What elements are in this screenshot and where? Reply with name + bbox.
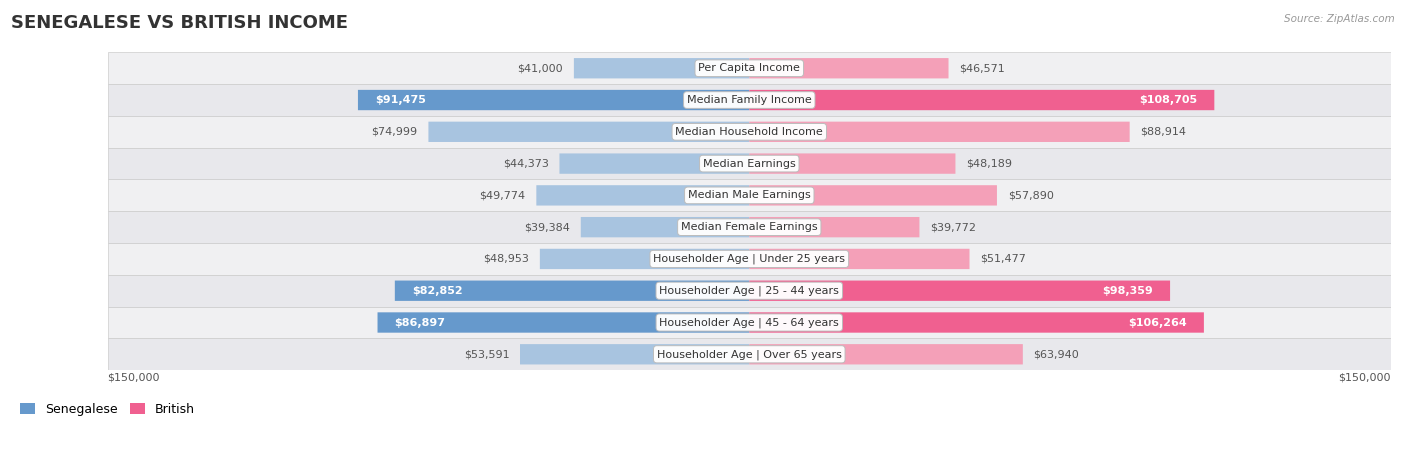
- FancyBboxPatch shape: [749, 312, 1204, 333]
- Bar: [108, 211, 1391, 243]
- Bar: [108, 52, 1391, 84]
- FancyBboxPatch shape: [749, 121, 1129, 142]
- Text: $49,774: $49,774: [479, 191, 526, 200]
- Text: Householder Age | Over 65 years: Householder Age | Over 65 years: [657, 349, 842, 360]
- Text: Householder Age | 25 - 44 years: Householder Age | 25 - 44 years: [659, 285, 839, 296]
- Text: $63,940: $63,940: [1033, 349, 1080, 359]
- Text: Source: ZipAtlas.com: Source: ZipAtlas.com: [1284, 14, 1395, 24]
- Text: Per Capita Income: Per Capita Income: [699, 63, 800, 73]
- Bar: [108, 148, 1391, 179]
- Text: $150,000: $150,000: [1339, 373, 1391, 383]
- Text: $98,359: $98,359: [1102, 286, 1153, 296]
- FancyBboxPatch shape: [429, 121, 749, 142]
- Text: $39,384: $39,384: [524, 222, 569, 232]
- Text: $41,000: $41,000: [517, 63, 564, 73]
- Text: Median Earnings: Median Earnings: [703, 159, 796, 169]
- Text: Householder Age | 45 - 64 years: Householder Age | 45 - 64 years: [659, 317, 839, 328]
- Text: $88,914: $88,914: [1140, 127, 1187, 137]
- Bar: [108, 243, 1391, 275]
- Bar: [108, 116, 1391, 148]
- Text: Median Male Earnings: Median Male Earnings: [688, 191, 811, 200]
- Text: Median Family Income: Median Family Income: [688, 95, 811, 105]
- Bar: [108, 307, 1391, 339]
- Text: $82,852: $82,852: [412, 286, 463, 296]
- Text: $91,475: $91,475: [375, 95, 426, 105]
- Text: Median Household Income: Median Household Income: [675, 127, 823, 137]
- Legend: Senegalese, British: Senegalese, British: [15, 398, 200, 421]
- FancyBboxPatch shape: [560, 154, 749, 174]
- FancyBboxPatch shape: [749, 217, 920, 237]
- Text: $86,897: $86,897: [395, 318, 446, 327]
- Text: Median Female Earnings: Median Female Earnings: [681, 222, 818, 232]
- Text: $51,477: $51,477: [980, 254, 1026, 264]
- Text: $150,000: $150,000: [108, 373, 160, 383]
- FancyBboxPatch shape: [395, 281, 749, 301]
- FancyBboxPatch shape: [540, 249, 749, 269]
- Text: $39,772: $39,772: [931, 222, 976, 232]
- Bar: [108, 275, 1391, 307]
- Text: $108,705: $108,705: [1139, 95, 1198, 105]
- Text: Householder Age | Under 25 years: Householder Age | Under 25 years: [654, 254, 845, 264]
- FancyBboxPatch shape: [574, 58, 749, 78]
- Bar: [108, 179, 1391, 211]
- FancyBboxPatch shape: [749, 154, 956, 174]
- FancyBboxPatch shape: [749, 90, 1215, 110]
- Text: $53,591: $53,591: [464, 349, 509, 359]
- FancyBboxPatch shape: [749, 249, 970, 269]
- Text: $46,571: $46,571: [959, 63, 1005, 73]
- Bar: [108, 84, 1391, 116]
- FancyBboxPatch shape: [581, 217, 749, 237]
- FancyBboxPatch shape: [749, 58, 949, 78]
- Text: $57,890: $57,890: [1008, 191, 1053, 200]
- Text: $48,953: $48,953: [484, 254, 529, 264]
- FancyBboxPatch shape: [378, 312, 749, 333]
- FancyBboxPatch shape: [749, 185, 997, 205]
- Text: $74,999: $74,999: [371, 127, 418, 137]
- Text: $106,264: $106,264: [1128, 318, 1187, 327]
- FancyBboxPatch shape: [359, 90, 749, 110]
- Text: $48,189: $48,189: [966, 159, 1012, 169]
- Bar: [108, 339, 1391, 370]
- FancyBboxPatch shape: [749, 344, 1022, 364]
- FancyBboxPatch shape: [536, 185, 749, 205]
- FancyBboxPatch shape: [749, 281, 1170, 301]
- Text: $44,373: $44,373: [503, 159, 548, 169]
- Text: SENEGALESE VS BRITISH INCOME: SENEGALESE VS BRITISH INCOME: [11, 14, 349, 32]
- FancyBboxPatch shape: [520, 344, 749, 364]
